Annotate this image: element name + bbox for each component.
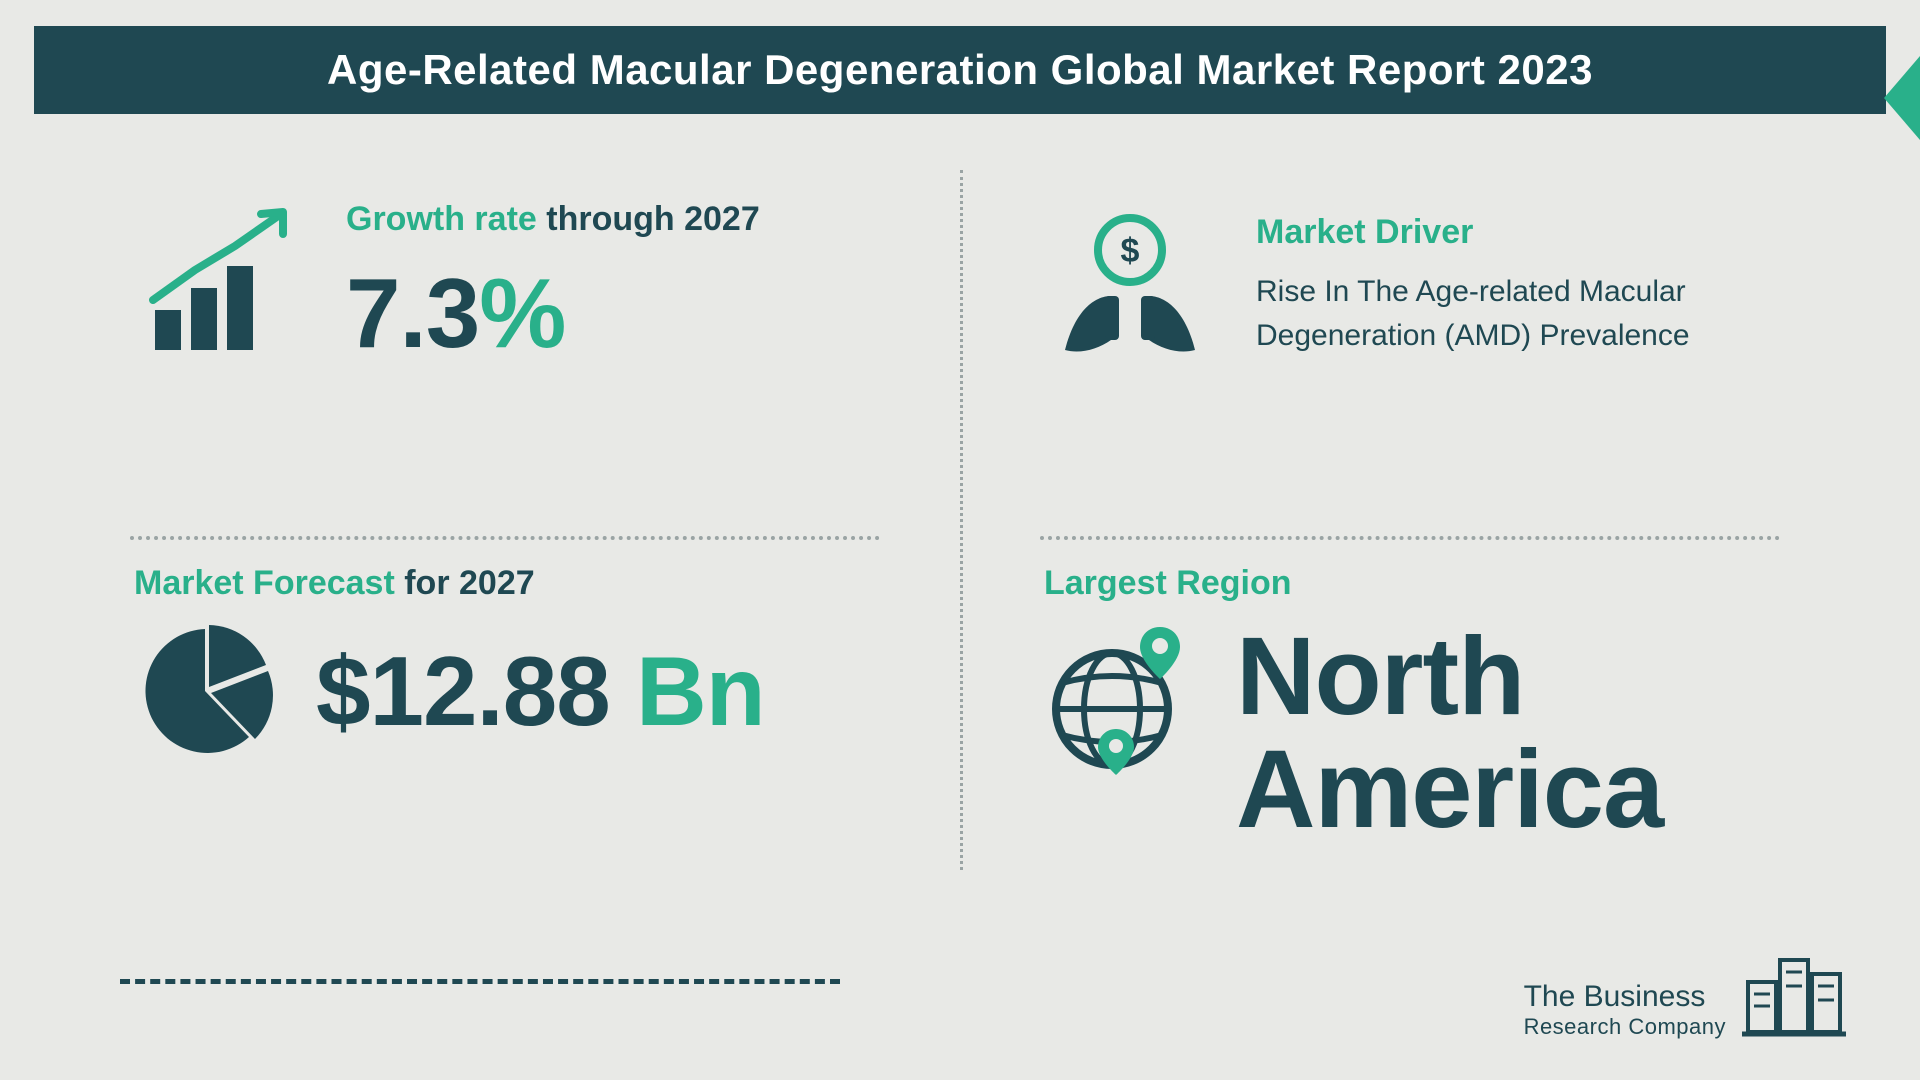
growth-value-unit: %: [479, 258, 565, 368]
pie-chart-icon: [130, 621, 280, 761]
bottom-dashed-line: [120, 979, 840, 984]
forecast-cell: Market Forecast for 2027 $12.88 Bn: [100, 534, 960, 1010]
growth-cell: Growth rate through 2027 7.3%: [100, 170, 960, 534]
growth-label: Growth rate through 2027: [346, 200, 760, 239]
region-line2: America: [1236, 734, 1663, 846]
forecast-label: Market Forecast for 2027: [134, 564, 880, 603]
report-title: Age-Related Macular Degeneration Global …: [327, 46, 1593, 94]
infographic-page: Age-Related Macular Degeneration Global …: [0, 0, 1920, 1080]
growth-value: 7.3%: [346, 257, 760, 370]
region-line1: North: [1236, 621, 1663, 733]
growth-chart-icon: [130, 200, 310, 370]
corner-accent-triangle: [1884, 56, 1920, 140]
forecast-label-dark: for 2027: [395, 564, 535, 602]
globe-pins-icon: [1040, 621, 1200, 791]
region-label-text: Largest Region: [1044, 564, 1291, 602]
driver-label-text: Market Driver: [1256, 213, 1473, 251]
growth-label-dark: through 2027: [537, 200, 760, 238]
growth-value-number: 7.3: [346, 258, 479, 368]
content-grid: Growth rate through 2027 7.3% $: [100, 170, 1820, 1010]
svg-text:$: $: [1121, 232, 1140, 270]
logo-buildings-icon: [1740, 930, 1850, 1040]
driver-cell: $ Market Driver Rise In The Age-related …: [960, 170, 1820, 534]
region-value: North America: [1236, 621, 1663, 845]
logo-line2: Research Company: [1524, 1014, 1726, 1040]
driver-label: Market Driver: [1256, 213, 1760, 252]
driver-text-block: Market Driver Rise In The Age-related Ma…: [1256, 213, 1760, 357]
driver-description: Rise In The Age-related Macular Degenera…: [1256, 270, 1760, 357]
logo-line1: The Business: [1524, 980, 1726, 1014]
growth-text-block: Growth rate through 2027 7.3%: [346, 200, 760, 370]
forecast-label-green: Market Forecast: [134, 564, 395, 602]
title-banner: Age-Related Macular Degeneration Global …: [34, 26, 1886, 114]
region-label: Largest Region: [1044, 564, 1760, 603]
forecast-value-unit: Bn: [610, 636, 765, 746]
company-logo: The Business Research Company: [1524, 930, 1850, 1040]
forecast-value-number: $12.88: [316, 636, 610, 746]
growth-label-green: Growth rate: [346, 200, 537, 238]
hands-dollar-icon: $: [1040, 200, 1220, 370]
forecast-value: $12.88 Bn: [316, 635, 765, 748]
logo-text: The Business Research Company: [1524, 980, 1726, 1040]
